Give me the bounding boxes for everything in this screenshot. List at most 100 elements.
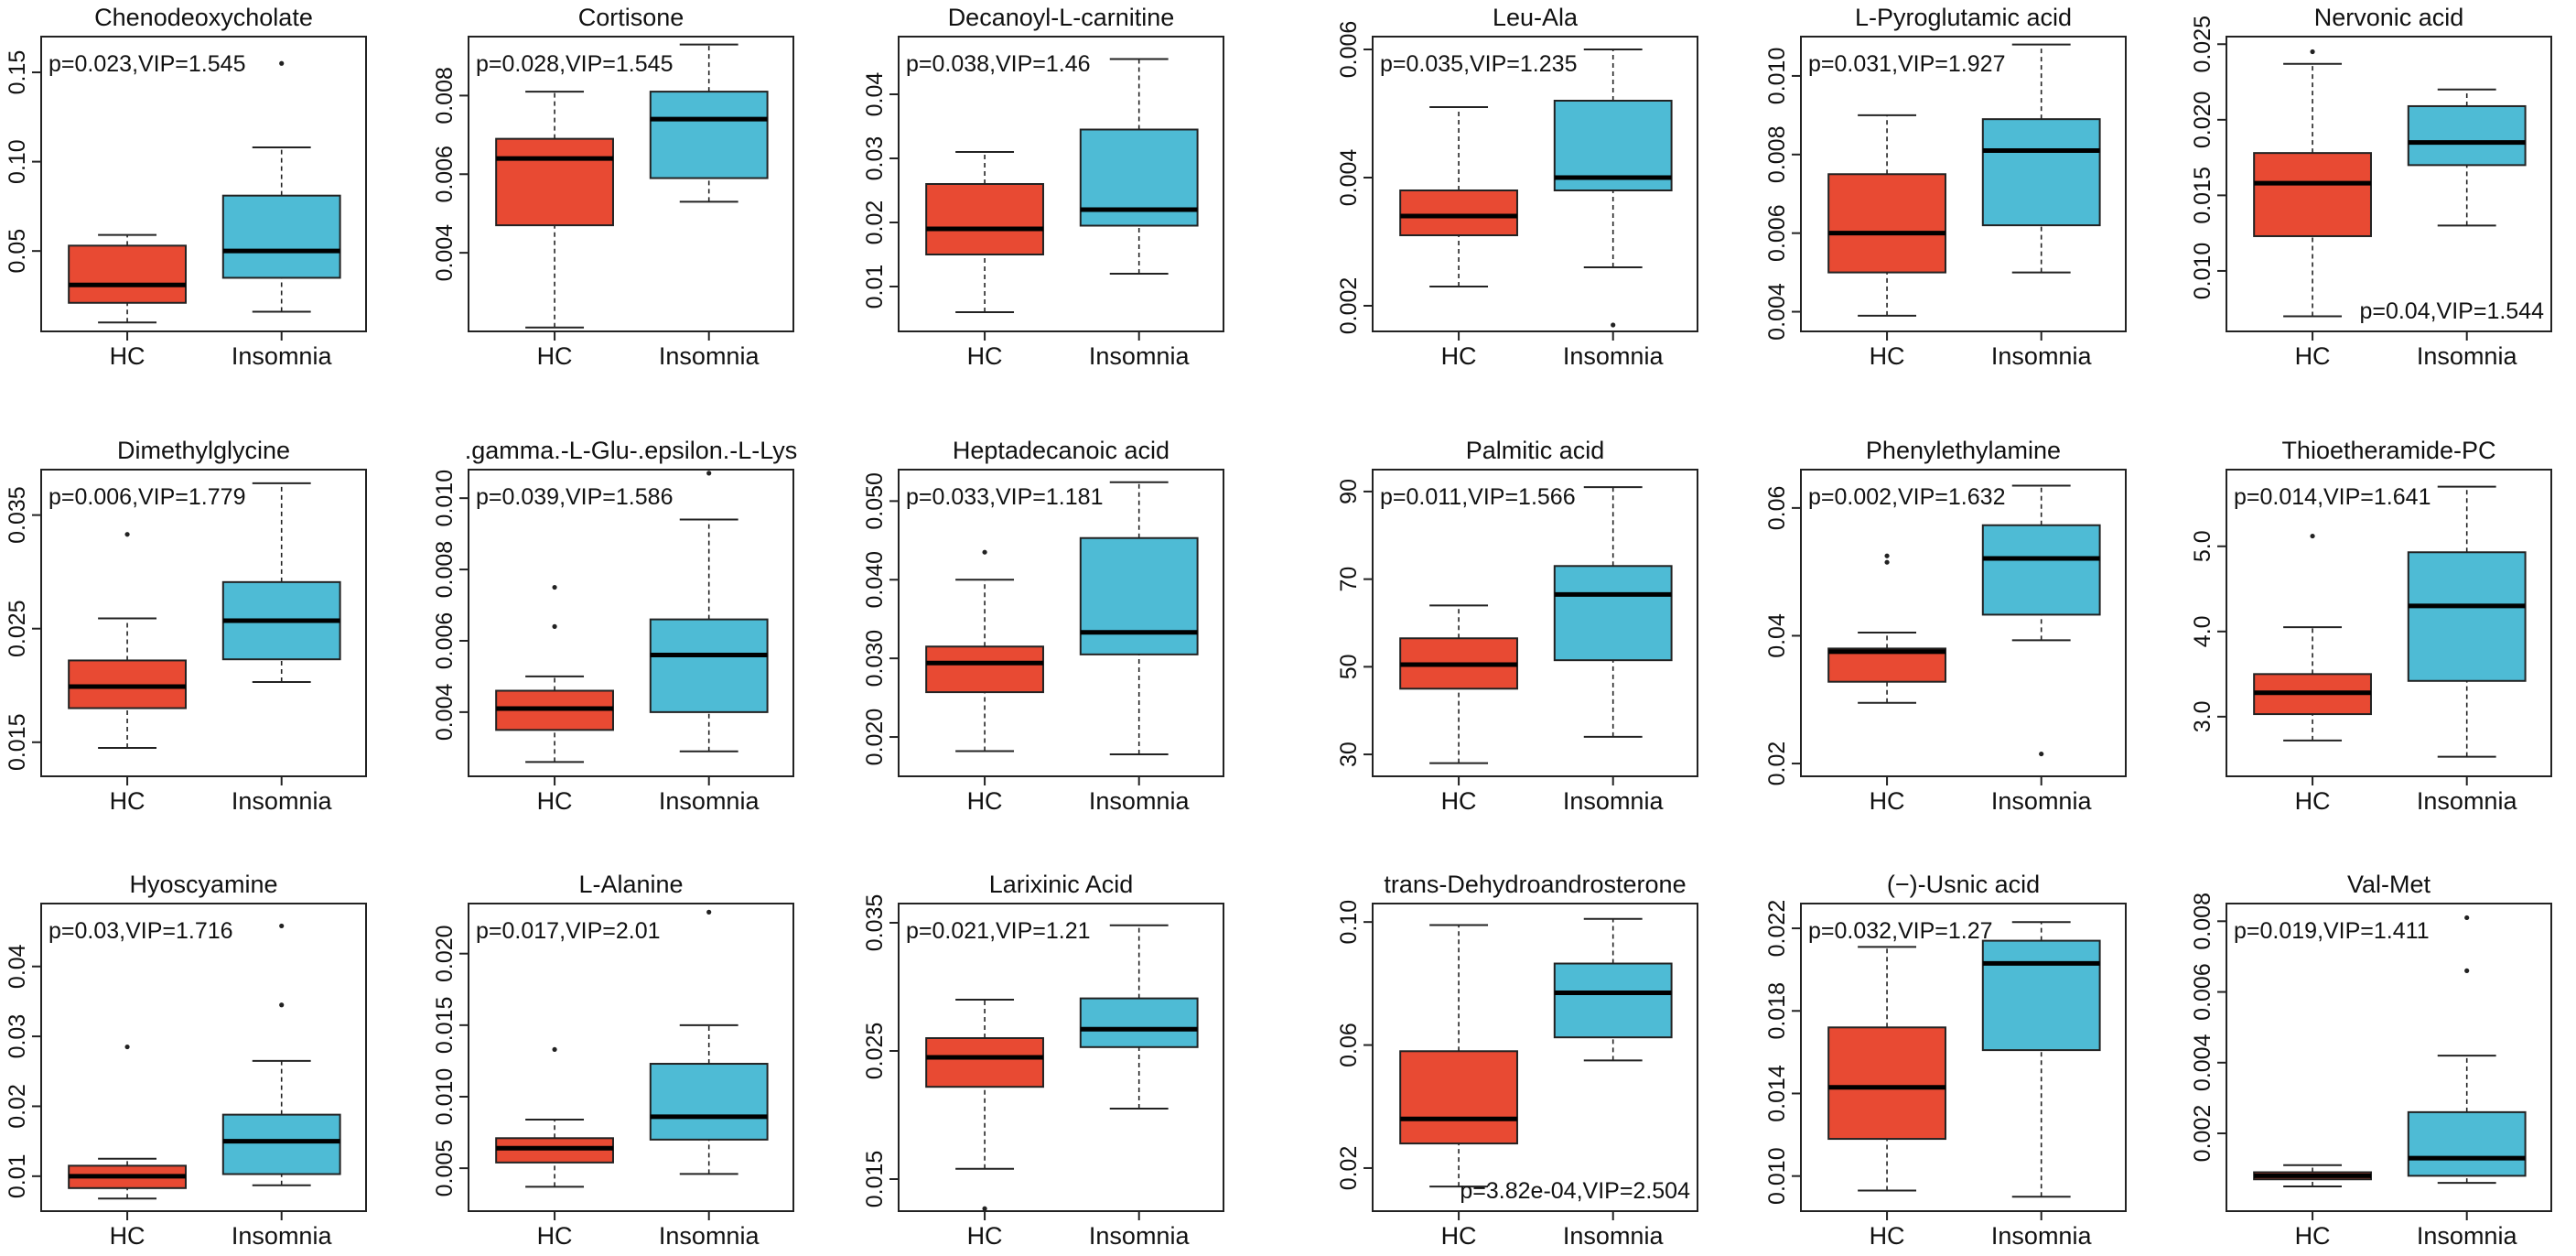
box-hc <box>925 151 1044 313</box>
y-tick-label: 0.02 <box>1764 742 1790 786</box>
y-tick-label: 0.002 <box>1336 277 1362 335</box>
y-tick-label: 0.005 <box>432 1140 458 1197</box>
y-tick-label: 0.02 <box>5 1084 30 1129</box>
panel-16: trans-Dehydroandrosterone 0.02 0.06 0.10 HC I… <box>1336 871 1698 1250</box>
panel-title: Phenylethylamine <box>1866 437 2061 464</box>
stat-annotation: p=0.002,VIP=1.632 <box>1808 484 2005 510</box>
stat-annotation: p=0.014,VIP=1.641 <box>2234 484 2430 510</box>
box-hc <box>925 999 1044 1211</box>
x-tick-label: HC <box>1870 1222 1905 1250</box>
outlier-point <box>2464 968 2470 973</box>
panel-title: L-Pyroglutamic acid <box>1855 4 2072 31</box>
y-tick-label: 0.03 <box>5 1014 30 1059</box>
box-hc <box>2253 1164 2372 1187</box>
panel-6: Nervonic acid 0.010 0.015 0.020 0.025 HC Insom… <box>2190 4 2552 370</box>
y-tick-label: 0.006 <box>1764 204 1790 262</box>
iqr-box <box>925 645 1044 694</box>
box-hc <box>68 1044 187 1200</box>
y-tick-label: 0.04 <box>862 72 888 117</box>
plot-frame <box>468 903 794 1212</box>
x-tick-label: Insomnia <box>1563 787 1665 815</box>
x-tick-label: HC <box>2295 1222 2331 1250</box>
panel-18: Val-Met 0.002 0.004 0.006 0.008 HC Insomnia p=0… <box>2190 871 2552 1250</box>
plot-frame <box>40 36 367 332</box>
x-tick-label: Insomnia <box>1563 342 1665 370</box>
panel-title: Nervonic acid <box>2314 4 2464 31</box>
outlier-point <box>2464 915 2470 921</box>
stat-annotation: p=0.04,VIP=1.544 <box>2359 298 2544 324</box>
box-hc <box>495 1046 614 1188</box>
iqr-box <box>1981 524 2101 616</box>
outlier-point <box>552 584 557 590</box>
panel-2: Cortisone 0.004 0.006 0.008 HC Insomnia p=0.02… <box>432 4 794 370</box>
y-tick-label: 4.0 <box>2190 615 2215 647</box>
iqr-box <box>2407 104 2527 167</box>
box-insomnia <box>1553 49 1673 328</box>
iqr-box <box>2253 152 2372 237</box>
y-tick-label: 50 <box>1336 654 1362 679</box>
y-tick-label: 0.02 <box>862 200 888 245</box>
panel-title: (−)-Usnic acid <box>1887 871 2040 898</box>
y-tick-label: 0.004 <box>2190 1034 2215 1091</box>
y-tick-label: 0.008 <box>1764 126 1790 184</box>
box-insomnia <box>1553 917 1673 1062</box>
y-tick-label: 0.002 <box>2190 1105 2215 1163</box>
y-tick-label: 0.04 <box>5 944 30 989</box>
stat-annotation: p=0.011,VIP=1.566 <box>1380 484 1576 510</box>
x-tick-label: Insomnia <box>1089 1222 1191 1250</box>
x-tick-label: Insomnia <box>1991 1222 2093 1250</box>
box-hc <box>1827 553 1946 704</box>
x-tick-label: Insomnia <box>1991 787 2093 815</box>
box-insomnia <box>1079 924 1199 1110</box>
x-tick-label: Insomnia <box>2417 1222 2518 1250</box>
stat-annotation: p=3.82e-04,VIP=2.504 <box>1460 1178 1690 1204</box>
iqr-box <box>925 1037 1044 1088</box>
plot-frame <box>2226 36 2552 332</box>
y-tick-label: 0.01 <box>5 1153 30 1198</box>
panel-17: (−)-Usnic acid 0.010 0.014 0.018 0.022 HC Inso… <box>1764 871 2127 1250</box>
stat-annotation: p=0.017,VIP=2.01 <box>476 918 661 944</box>
box-hc <box>2253 533 2372 742</box>
y-tick-label: 0.022 <box>1764 900 1790 958</box>
y-tick-label: 0.01 <box>862 265 888 309</box>
y-tick-label: 0.010 <box>432 1068 458 1126</box>
x-tick-label: Insomnia <box>1089 342 1191 370</box>
x-tick-label: HC <box>537 787 573 815</box>
iqr-box <box>1399 1050 1518 1145</box>
iqr-box <box>1827 173 1946 274</box>
y-tick-label: 0.03 <box>862 136 888 181</box>
iqr-box <box>649 618 769 713</box>
panel-title: Leu-Ala <box>1493 4 1579 31</box>
stat-annotation: p=0.019,VIP=1.411 <box>2234 918 2430 944</box>
outlier-point <box>279 60 285 66</box>
outlier-point <box>279 923 285 929</box>
x-tick-label: HC <box>110 1222 146 1250</box>
outlier-point <box>2310 533 2315 539</box>
box-insomnia <box>1079 481 1199 755</box>
plot-frame <box>898 903 1224 1212</box>
panel-14: L-Alanine 0.005 0.010 0.015 0.020 HC Insomnia p… <box>432 871 794 1250</box>
iqr-box <box>1553 565 1673 662</box>
outlier-point <box>552 1046 557 1053</box>
box-insomnia <box>2407 88 2527 227</box>
y-tick-label: 0.008 <box>2190 893 2215 950</box>
iqr-box <box>649 1063 769 1141</box>
y-tick-label: 0.040 <box>862 551 888 609</box>
iqr-box <box>1827 1026 1946 1141</box>
box-hc <box>1399 924 1518 1188</box>
plot-frame <box>898 469 1224 777</box>
box-insomnia <box>2407 915 2527 1185</box>
outlier-point <box>552 623 557 629</box>
box-hc <box>1399 604 1518 764</box>
box-hc <box>1827 946 1946 1192</box>
stat-annotation: p=0.032,VIP=1.27 <box>1808 918 1993 944</box>
plot-frame <box>1800 469 2127 777</box>
panel-title: L-Alanine <box>578 871 683 898</box>
y-tick-label: 0.006 <box>1336 21 1362 79</box>
stat-annotation: p=0.031,VIP=1.927 <box>1808 51 2005 77</box>
panel-title: .gamma.-L-Glu-.epsilon.-L-Lys <box>465 437 798 464</box>
outlier-point <box>2039 751 2044 757</box>
outlier-point <box>124 1044 130 1050</box>
panel-10: Palmitic acid 30 50 70 90 HC Insomnia p=0.011,V… <box>1336 437 1698 815</box>
